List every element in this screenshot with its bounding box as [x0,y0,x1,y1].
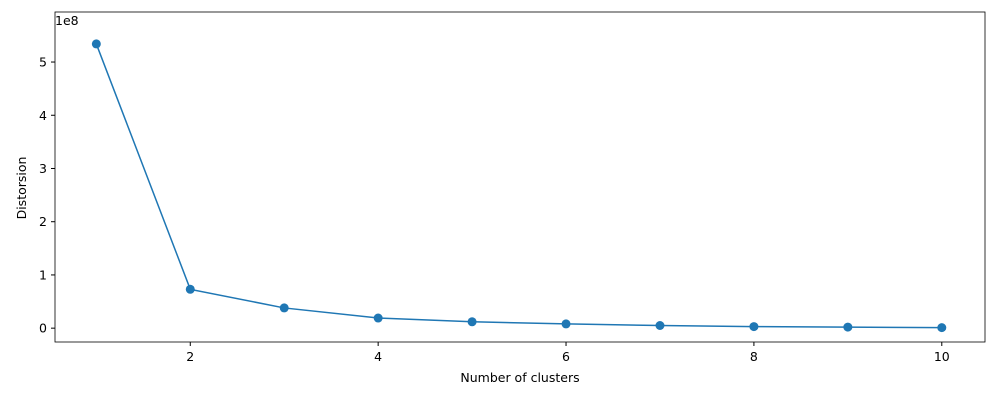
y-tick-label: 1 [39,267,47,282]
data-point [91,39,101,49]
x-tick-label: 8 [750,349,758,364]
data-point [279,303,289,313]
y-tick-label: 5 [39,55,47,70]
x-tick-label: 2 [186,349,194,364]
data-point [937,323,947,333]
data-point [373,313,383,323]
x-tick-label: 6 [562,349,570,364]
x-tick-label: 4 [374,349,382,364]
y-tick-label: 3 [39,161,47,176]
data-point [561,319,571,329]
y-tick-label: 4 [39,108,47,123]
data-point [467,317,477,327]
y-offset-label: 1e8 [55,13,79,28]
y-tick-label: 0 [39,321,47,336]
data-point [843,322,853,332]
data-point [655,321,665,330]
x-tick-label: 10 [934,349,950,364]
plot-frame [54,11,986,343]
x-axis-label: Number of clusters [460,370,579,385]
y-tick-label: 2 [39,214,47,229]
data-line [95,43,942,329]
data-point [749,322,759,332]
data-point [185,284,195,294]
y-axis-label: Distorsion [14,157,29,220]
